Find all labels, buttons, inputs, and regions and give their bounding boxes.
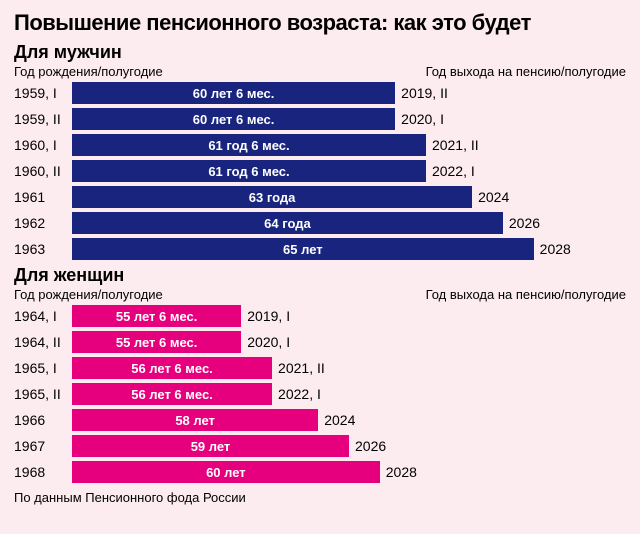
row-birth-year: 1964, II bbox=[14, 334, 72, 350]
row-birth-year: 1965, II bbox=[14, 386, 72, 402]
row-retire-year: 2021, II bbox=[432, 137, 479, 153]
bar: 55 лет 6 мес. bbox=[72, 305, 241, 327]
chart-row: 1967 59 лет 2026 bbox=[14, 434, 626, 458]
bar-area: 64 года 2026 bbox=[72, 211, 626, 235]
bar-label: 56 лет 6 мес. bbox=[131, 387, 213, 402]
row-birth-year: 1959, II bbox=[14, 111, 72, 127]
bar-area: 55 лет 6 мес. 2019, I bbox=[72, 304, 626, 328]
chart-row: 1961 63 года 2024 bbox=[14, 185, 626, 209]
row-birth-year: 1967 bbox=[14, 438, 72, 454]
chart-rows: 1964, I55 лет 6 мес.2019, I1964, II55 ле… bbox=[14, 304, 626, 484]
bar: 59 лет bbox=[72, 435, 349, 457]
chart-row: 1968 60 лет 2028 bbox=[14, 460, 626, 484]
infographic-canvas: Повышение пенсионного возраста: как это … bbox=[0, 0, 640, 534]
bar-area: 60 лет 6 мес. 2020, I bbox=[72, 107, 626, 131]
col-header-left: Год рождения/полугодие bbox=[14, 64, 163, 79]
bar-area: 60 лет 6 мес. 2019, II bbox=[72, 81, 626, 105]
bar-label: 58 лет bbox=[175, 413, 215, 428]
row-retire-year: 2020, I bbox=[247, 334, 290, 350]
chart-row: 1959, I 60 лет 6 мес. 2019, II bbox=[14, 81, 626, 105]
bar-label: 60 лет 6 мес. bbox=[193, 86, 275, 101]
row-birth-year: 1960, II bbox=[14, 163, 72, 179]
main-title: Повышение пенсионного возраста: как это … bbox=[14, 10, 626, 36]
row-retire-year: 2022, I bbox=[278, 386, 321, 402]
row-retire-year: 2021, II bbox=[278, 360, 325, 376]
bar-label: 55 лет 6 мес. bbox=[116, 335, 198, 350]
row-retire-year: 2022, I bbox=[432, 163, 475, 179]
bar-area: 56 лет 6 мес. 2021, II bbox=[72, 356, 626, 380]
chart-row: 1960, I 61 год 6 мес. 2021, II bbox=[14, 133, 626, 157]
bar: 64 года bbox=[72, 212, 503, 234]
section-title: Для женщин bbox=[14, 265, 626, 286]
footer-source: По данным Пенсионного фода России bbox=[14, 490, 626, 505]
row-birth-year: 1961 bbox=[14, 189, 72, 205]
bar: 55 лет 6 мес. bbox=[72, 331, 241, 353]
row-birth-year: 1964, I bbox=[14, 308, 72, 324]
bar-area: 63 года 2024 bbox=[72, 185, 626, 209]
bar-label: 55 лет 6 мес. bbox=[116, 309, 198, 324]
bar: 58 лет bbox=[72, 409, 318, 431]
bar-label: 63 года bbox=[249, 190, 296, 205]
bar: 60 лет bbox=[72, 461, 380, 483]
bar: 61 год 6 мес. bbox=[72, 134, 426, 156]
row-retire-year: 2024 bbox=[478, 189, 509, 205]
col-header-left: Год рождения/полугодие bbox=[14, 287, 163, 302]
bar: 56 лет 6 мес. bbox=[72, 383, 272, 405]
row-retire-year: 2024 bbox=[324, 412, 355, 428]
row-birth-year: 1960, I bbox=[14, 137, 72, 153]
bar-area: 56 лет 6 мес. 2022, I bbox=[72, 382, 626, 406]
row-retire-year: 2020, I bbox=[401, 111, 444, 127]
row-retire-year: 2026 bbox=[509, 215, 540, 231]
column-headers: Год рождения/полугодие Год выхода на пенс… bbox=[14, 64, 626, 79]
bar-label: 64 года bbox=[264, 216, 311, 231]
row-birth-year: 1959, I bbox=[14, 85, 72, 101]
row-birth-year: 1968 bbox=[14, 464, 72, 480]
chart-row: 1965, I 56 лет 6 мес. 2021, II bbox=[14, 356, 626, 380]
chart-row: 1962 64 года 2026 bbox=[14, 211, 626, 235]
chart-row: 1966 58 лет 2024 bbox=[14, 408, 626, 432]
bar-label: 60 лет bbox=[206, 465, 246, 480]
chart-row: 1964, II 55 лет 6 мес. 2020, I bbox=[14, 330, 626, 354]
section-title: Для мужчин bbox=[14, 42, 626, 63]
column-headers: Год рождения/полугодие Год выхода на пенс… bbox=[14, 287, 626, 302]
bar-area: 58 лет 2024 bbox=[72, 408, 626, 432]
bar-area: 60 лет 2028 bbox=[72, 460, 626, 484]
bar-label: 61 год 6 мес. bbox=[208, 138, 289, 153]
row-retire-year: 2028 bbox=[386, 464, 417, 480]
bar-area: 59 лет 2026 bbox=[72, 434, 626, 458]
col-header-right: Год выхода на пенсию/полугодие bbox=[426, 64, 626, 79]
bar-label: 60 лет 6 мес. bbox=[193, 112, 275, 127]
bar: 60 лет 6 мес. bbox=[72, 82, 395, 104]
bar-label: 56 лет 6 мес. bbox=[131, 361, 213, 376]
bar-label: 59 лет bbox=[191, 439, 231, 454]
col-header-right: Год выхода на пенсию/полугодие bbox=[426, 287, 626, 302]
row-birth-year: 1962 bbox=[14, 215, 72, 231]
row-retire-year: 2026 bbox=[355, 438, 386, 454]
chart-row: 1964, I 55 лет 6 мес. 2019, I bbox=[14, 304, 626, 328]
bar-area: 65 лет 2028 bbox=[72, 237, 626, 261]
bar: 63 года bbox=[72, 186, 472, 208]
bar: 65 лет bbox=[72, 238, 534, 260]
bar-area: 55 лет 6 мес. 2020, I bbox=[72, 330, 626, 354]
bar-label: 61 год 6 мес. bbox=[208, 164, 289, 179]
bar-area: 61 год 6 мес. 2021, II bbox=[72, 133, 626, 157]
bar: 56 лет 6 мес. bbox=[72, 357, 272, 379]
row-birth-year: 1966 bbox=[14, 412, 72, 428]
chart-row: 1963 65 лет 2028 bbox=[14, 237, 626, 261]
bar-label: 65 лет bbox=[283, 242, 323, 257]
bar-area: 61 год 6 мес. 2022, I bbox=[72, 159, 626, 183]
bar: 60 лет 6 мес. bbox=[72, 108, 395, 130]
chart-rows: 1959, I60 лет 6 мес.2019, II1959, II60 л… bbox=[14, 81, 626, 261]
row-birth-year: 1965, I bbox=[14, 360, 72, 376]
row-retire-year: 2028 bbox=[540, 241, 571, 257]
row-retire-year: 2019, I bbox=[247, 308, 290, 324]
chart-row: 1959, II 60 лет 6 мес. 2020, I bbox=[14, 107, 626, 131]
row-birth-year: 1963 bbox=[14, 241, 72, 257]
row-retire-year: 2019, II bbox=[401, 85, 448, 101]
bar: 61 год 6 мес. bbox=[72, 160, 426, 182]
chart-row: 1960, II 61 год 6 мес. 2022, I bbox=[14, 159, 626, 183]
chart-row: 1965, II 56 лет 6 мес. 2022, I bbox=[14, 382, 626, 406]
